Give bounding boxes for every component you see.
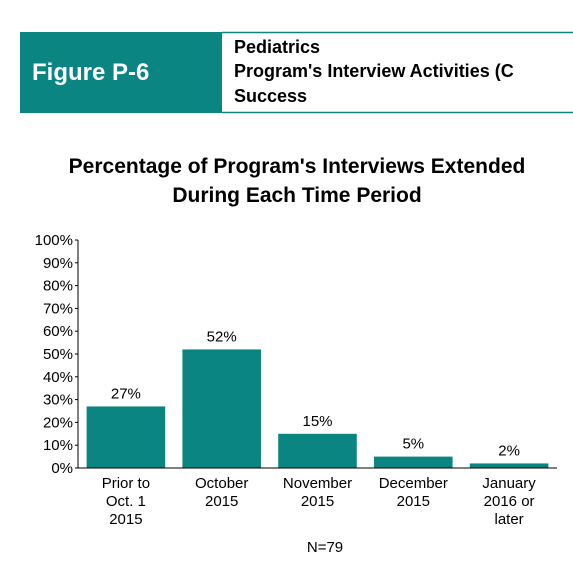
header-line: Success	[234, 86, 307, 106]
bar	[86, 406, 166, 468]
y-tick-label: 80%	[43, 278, 73, 295]
y-tick-label: 10%	[43, 437, 73, 454]
y-tick-label: 70%	[43, 300, 73, 317]
value-label: 5%	[402, 436, 424, 453]
bar	[469, 463, 549, 468]
y-tick-label: 30%	[43, 392, 73, 409]
x-tick-label: January 2016 or later	[482, 475, 536, 528]
y-tick-label: 90%	[43, 255, 73, 272]
x-tick-label: December 2015	[379, 475, 448, 510]
y-tick-label: 60%	[43, 323, 73, 340]
value-label: 52%	[207, 328, 237, 345]
y-tick-label: 0%	[51, 460, 73, 477]
header-box	[20, 32, 222, 113]
y-tick-label: 40%	[43, 369, 73, 386]
header-line: Pediatrics	[234, 37, 320, 57]
y-tick-label: 20%	[43, 414, 73, 431]
y-tick-label: 100%	[35, 232, 73, 249]
note: N=79	[307, 539, 343, 556]
bar	[182, 349, 261, 468]
chart-title: Percentage of Program's Interviews Exten…	[69, 155, 526, 207]
figure-label: Figure P-6	[32, 59, 149, 86]
value-label: 2%	[498, 442, 520, 459]
x-tick-label: November 2015	[283, 475, 352, 510]
value-label: 15%	[302, 413, 332, 430]
value-label: 27%	[111, 385, 141, 402]
header-line: Program's Interview Activities (C	[234, 61, 514, 81]
y-tick-label: 50%	[43, 346, 73, 363]
x-tick-label: October 2015	[195, 475, 248, 510]
bar	[374, 456, 453, 468]
x-tick-label: Prior to Oct. 1 2015	[102, 475, 150, 528]
bar	[278, 433, 357, 468]
